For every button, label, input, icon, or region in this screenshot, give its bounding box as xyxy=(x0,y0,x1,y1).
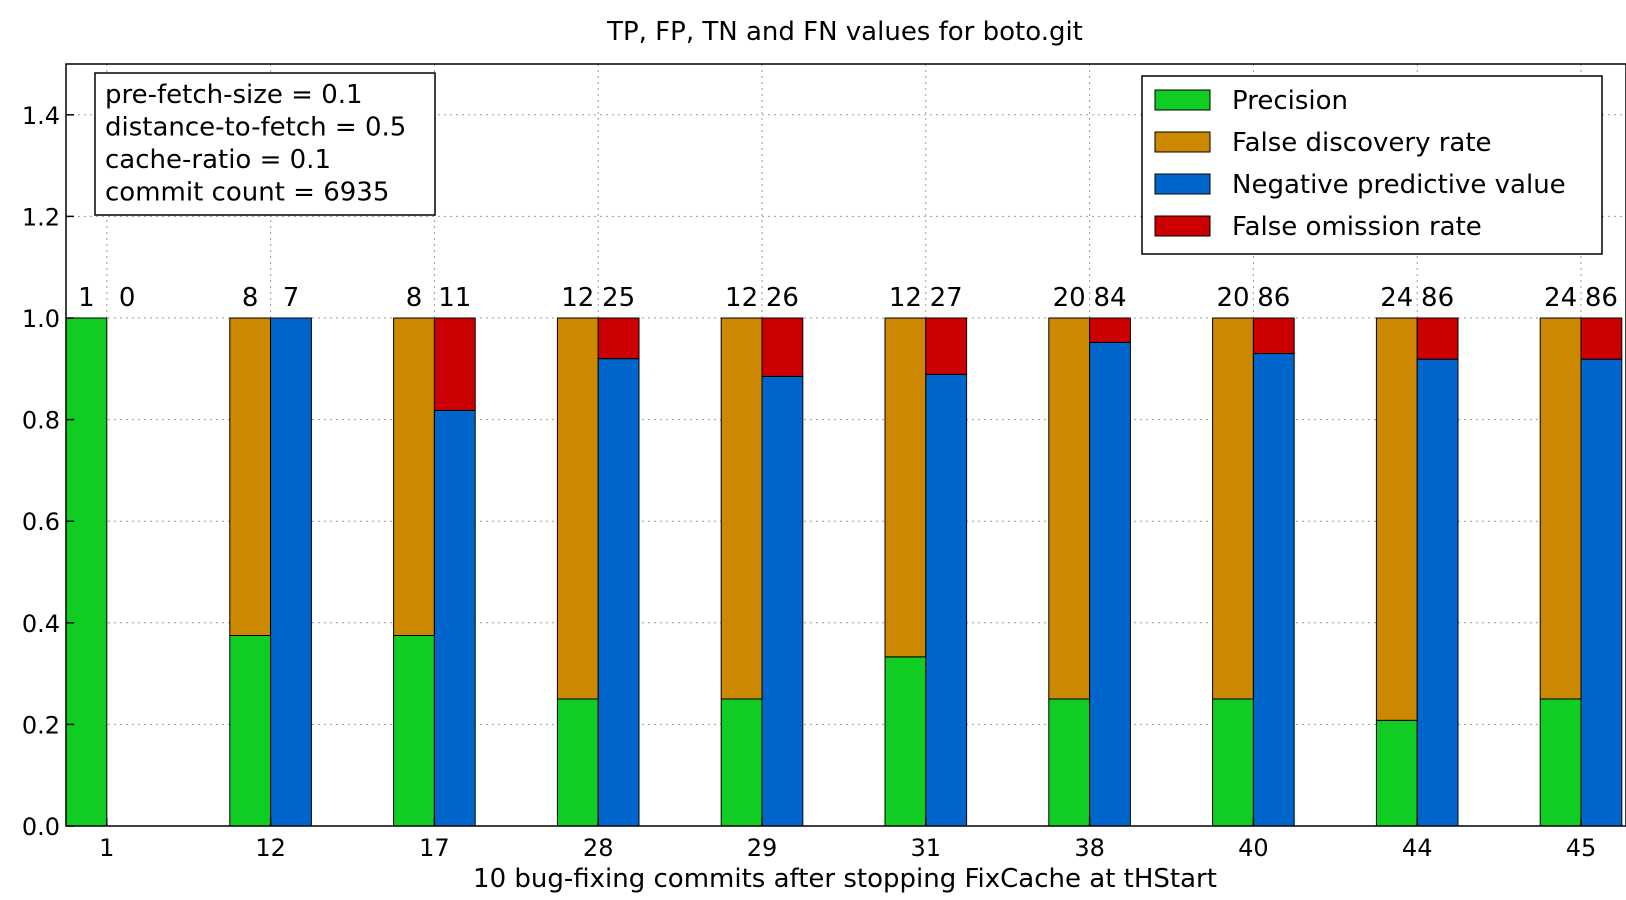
y-tick-label: 0.6 xyxy=(22,508,60,536)
bar-false-omission-rate xyxy=(597,317,640,360)
bar-false-discovery-rate xyxy=(720,317,763,700)
bar-false-omission-rate xyxy=(1416,317,1459,360)
bar-false-omission-rate xyxy=(433,317,476,411)
negative-total-label: 7 xyxy=(283,283,300,313)
bar-false-discovery-rate xyxy=(229,317,272,636)
positive-total-label: 20 xyxy=(1216,283,1249,313)
bar-value-labels: 1 0 8 7 8 11 12 25 12 26 12 27 20 84 20 86 24 86 24 86 xyxy=(78,283,1618,313)
bar-precision xyxy=(393,635,435,827)
bar-false-omission-rate xyxy=(1252,317,1295,355)
y-tick-label: 0.2 xyxy=(22,711,60,739)
bar-negative-predictive-value xyxy=(433,409,476,827)
bar-false-omission-rate xyxy=(1580,317,1623,360)
positive-total-label: 20 xyxy=(1053,283,1086,313)
bar-false-omission-rate xyxy=(1089,317,1131,343)
x-tick-label: 45 xyxy=(1566,834,1597,862)
positive-total-label: 1 xyxy=(78,283,95,313)
negative-total-label: 84 xyxy=(1093,283,1126,313)
negative-total-label: 86 xyxy=(1421,283,1454,313)
negative-total-label: 86 xyxy=(1585,283,1618,313)
negative-total-label: 26 xyxy=(766,283,799,313)
legend-entry: False discovery rate xyxy=(1232,128,1492,158)
legend-entry: False omission rate xyxy=(1232,212,1482,242)
positive-total-label: 24 xyxy=(1380,283,1413,313)
bar-negative-predictive-value xyxy=(1252,353,1295,827)
x-tick-label: 29 xyxy=(747,834,778,862)
positive-total-label: 24 xyxy=(1544,283,1577,313)
y-tick-label: 1.4 xyxy=(22,102,60,130)
legend-entry: Negative predictive value xyxy=(1232,170,1566,200)
positive-total-label: 12 xyxy=(889,283,922,313)
legend-swatch xyxy=(1154,131,1211,153)
legend-swatch xyxy=(1154,215,1211,237)
x-tick-label: 40 xyxy=(1238,834,1269,862)
info-box-frame xyxy=(94,72,436,216)
positive-total-label: 8 xyxy=(242,283,259,313)
bar-negative-predictive-value xyxy=(925,373,968,827)
chart-title: TP, FP, TN and FN values for boto.git xyxy=(606,17,1083,47)
legend: Precision False discovery rate Negative pr… xyxy=(1141,75,1603,255)
info-box-line: distance-to-fetch = 0.5 xyxy=(105,113,406,143)
bar-negative-predictive-value xyxy=(1580,358,1623,827)
bar-precision xyxy=(556,698,599,827)
legend-swatch xyxy=(1154,173,1211,195)
info-box-line: commit count = 6935 xyxy=(105,178,389,208)
legend-entry: Precision xyxy=(1232,86,1348,116)
bar-negative-predictive-value xyxy=(1089,341,1131,827)
y-tick-label: 0.8 xyxy=(22,407,60,435)
x-tick-label: 31 xyxy=(911,834,942,862)
bar-precision xyxy=(1375,719,1418,827)
x-tick-label: 17 xyxy=(419,834,450,862)
bar-false-omission-rate xyxy=(925,317,968,375)
bar-precision xyxy=(1539,698,1582,827)
bar-false-discovery-rate xyxy=(556,317,599,700)
bar-precision xyxy=(720,698,763,827)
bar-false-discovery-rate xyxy=(884,317,927,658)
negative-total-label: 25 xyxy=(602,283,635,313)
plot-frame xyxy=(65,63,1626,827)
bar-negative-predictive-value xyxy=(597,358,640,827)
negative-total-label: 0 xyxy=(119,283,136,313)
bar-precision xyxy=(229,635,272,827)
bar-false-discovery-rate xyxy=(1048,317,1091,700)
positive-total-label: 12 xyxy=(725,283,758,313)
positive-total-label: 8 xyxy=(406,283,423,313)
x-tick-label: 12 xyxy=(255,834,286,862)
info-box-line: cache-ratio = 0.1 xyxy=(105,145,331,175)
bars xyxy=(65,317,1623,827)
bar-precision xyxy=(884,656,927,827)
x-tick-label: 1 xyxy=(99,834,114,862)
negative-total-label: 11 xyxy=(438,283,471,313)
bar-false-discovery-rate xyxy=(393,317,435,636)
legend-swatch xyxy=(1154,89,1211,111)
y-tick-label: 1.0 xyxy=(22,305,60,333)
info-box-line: pre-fetch-size = 0.1 xyxy=(105,80,363,110)
x-axis-label: 10 bug-fixing commits after stopping Fix… xyxy=(473,864,1217,894)
bar-negative-predictive-value xyxy=(761,375,804,827)
bar-precision xyxy=(65,317,108,827)
x-tick-label: 28 xyxy=(583,834,614,862)
y-tick-label: 0.0 xyxy=(22,813,60,841)
negative-total-label: 27 xyxy=(930,283,963,313)
y-tick-label: 0.4 xyxy=(22,610,60,638)
bar-negative-predictive-value xyxy=(1416,358,1459,827)
axis-ticks: 0.00.20.40.60.81.01.21.41 12 17 28 29 31 38 40 4… xyxy=(22,102,1596,862)
bar-false-omission-rate xyxy=(761,317,804,377)
bar-precision xyxy=(1048,698,1091,827)
bar-false-discovery-rate xyxy=(1375,317,1418,721)
x-tick-label: 38 xyxy=(1074,834,1105,862)
negative-total-label: 86 xyxy=(1257,283,1290,313)
y-tick-label: 1.2 xyxy=(22,203,60,231)
bar-precision xyxy=(1212,698,1254,827)
legend-frame xyxy=(1141,75,1603,255)
bar-false-discovery-rate xyxy=(1539,317,1582,700)
bar-negative-predictive-value xyxy=(270,317,312,827)
x-tick-label: 44 xyxy=(1402,834,1433,862)
bar-false-discovery-rate xyxy=(1212,317,1254,700)
positive-total-label: 12 xyxy=(561,283,594,313)
